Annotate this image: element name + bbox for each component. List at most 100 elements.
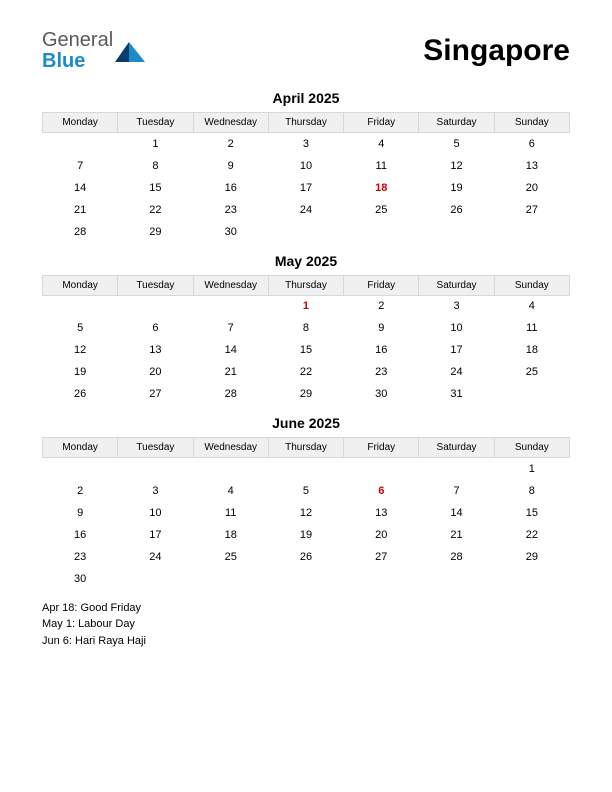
day-cell: 16: [344, 339, 419, 361]
day-cell: 20: [344, 524, 419, 546]
day-cell: 23: [43, 546, 118, 568]
day-header: Thursday: [268, 113, 343, 133]
day-cell: 18: [193, 524, 268, 546]
day-header: Wednesday: [193, 113, 268, 133]
day-cell: 30: [193, 221, 268, 243]
logo-text-general: General: [42, 29, 113, 51]
day-cell: 25: [193, 546, 268, 568]
day-header: Friday: [344, 275, 419, 295]
day-header: Monday: [43, 275, 118, 295]
day-cell: 11: [193, 502, 268, 524]
day-cell: 9: [43, 502, 118, 524]
day-header: Tuesday: [118, 275, 193, 295]
table-row: 23242526272829: [43, 546, 570, 568]
day-cell: 19: [419, 177, 494, 199]
day-cell: 30: [344, 383, 419, 405]
day-cell: 25: [344, 199, 419, 221]
day-cell: [43, 133, 118, 155]
day-cell: 24: [419, 361, 494, 383]
table-row: 21222324252627: [43, 199, 570, 221]
day-cell: 13: [494, 155, 569, 177]
table-row: 78910111213: [43, 155, 570, 177]
day-cell: 12: [268, 502, 343, 524]
day-cell: 12: [43, 339, 118, 361]
day-cell: 11: [344, 155, 419, 177]
day-cell: 3: [118, 480, 193, 502]
day-cell: 29: [494, 546, 569, 568]
day-cell: 18: [344, 177, 419, 199]
day-cell: 28: [43, 221, 118, 243]
day-cell: 10: [268, 155, 343, 177]
day-cell: 10: [419, 317, 494, 339]
day-cell: [43, 295, 118, 317]
day-cell: 5: [419, 133, 494, 155]
day-cell: [419, 568, 494, 590]
day-cell: 18: [494, 339, 569, 361]
day-header: Sunday: [494, 438, 569, 458]
day-cell: 6: [118, 317, 193, 339]
day-header: Saturday: [419, 113, 494, 133]
day-cell: [193, 295, 268, 317]
day-cell: 23: [344, 361, 419, 383]
calendar-table: MondayTuesdayWednesdayThursdayFridaySatu…: [42, 437, 570, 590]
day-cell: [494, 221, 569, 243]
day-header: Friday: [344, 113, 419, 133]
day-cell: 8: [494, 480, 569, 502]
day-cell: 15: [494, 502, 569, 524]
day-cell: 13: [118, 339, 193, 361]
day-cell: 6: [494, 133, 569, 155]
day-header: Thursday: [268, 438, 343, 458]
day-cell: [268, 221, 343, 243]
table-row: 1234: [43, 295, 570, 317]
logo-mark-icon: [115, 36, 145, 62]
day-header: Wednesday: [193, 275, 268, 295]
table-row: 12131415161718: [43, 339, 570, 361]
day-cell: 25: [494, 361, 569, 383]
calendar-table: MondayTuesdayWednesdayThursdayFridaySatu…: [42, 112, 570, 243]
day-header: Saturday: [419, 438, 494, 458]
table-row: 567891011: [43, 317, 570, 339]
day-cell: 22: [494, 524, 569, 546]
day-cell: 8: [118, 155, 193, 177]
day-cell: 5: [268, 480, 343, 502]
holiday-entry: May 1: Labour Day: [42, 616, 570, 633]
day-cell: 11: [494, 317, 569, 339]
day-cell: [43, 458, 118, 480]
day-cell: 27: [118, 383, 193, 405]
day-cell: 1: [268, 295, 343, 317]
day-cell: 20: [494, 177, 569, 199]
day-cell: 26: [419, 199, 494, 221]
day-cell: [118, 458, 193, 480]
day-cell: 26: [43, 383, 118, 405]
day-cell: 27: [494, 199, 569, 221]
month-block: April 2025MondayTuesdayWednesdayThursday…: [42, 90, 570, 243]
day-cell: 1: [118, 133, 193, 155]
day-cell: 20: [118, 361, 193, 383]
day-cell: 4: [494, 295, 569, 317]
day-cell: 26: [268, 546, 343, 568]
table-row: 14151617181920: [43, 177, 570, 199]
day-cell: 23: [193, 199, 268, 221]
table-row: 282930: [43, 221, 570, 243]
day-header: Wednesday: [193, 438, 268, 458]
day-cell: 19: [268, 524, 343, 546]
header: General Blue Singapore: [42, 30, 570, 72]
day-cell: 16: [43, 524, 118, 546]
logo-text-blue: Blue: [42, 50, 85, 72]
day-cell: 9: [193, 155, 268, 177]
table-row: 30: [43, 568, 570, 590]
country-title: Singapore: [423, 34, 570, 68]
day-cell: [419, 458, 494, 480]
day-cell: 21: [193, 361, 268, 383]
day-cell: 4: [344, 133, 419, 155]
day-cell: [494, 568, 569, 590]
day-cell: 2: [344, 295, 419, 317]
logo: General Blue: [42, 30, 145, 72]
day-cell: 29: [268, 383, 343, 405]
day-cell: 5: [43, 317, 118, 339]
day-cell: 17: [268, 177, 343, 199]
day-cell: 14: [419, 502, 494, 524]
month-title: May 2025: [42, 253, 570, 269]
day-cell: 22: [118, 199, 193, 221]
day-header: Thursday: [268, 275, 343, 295]
